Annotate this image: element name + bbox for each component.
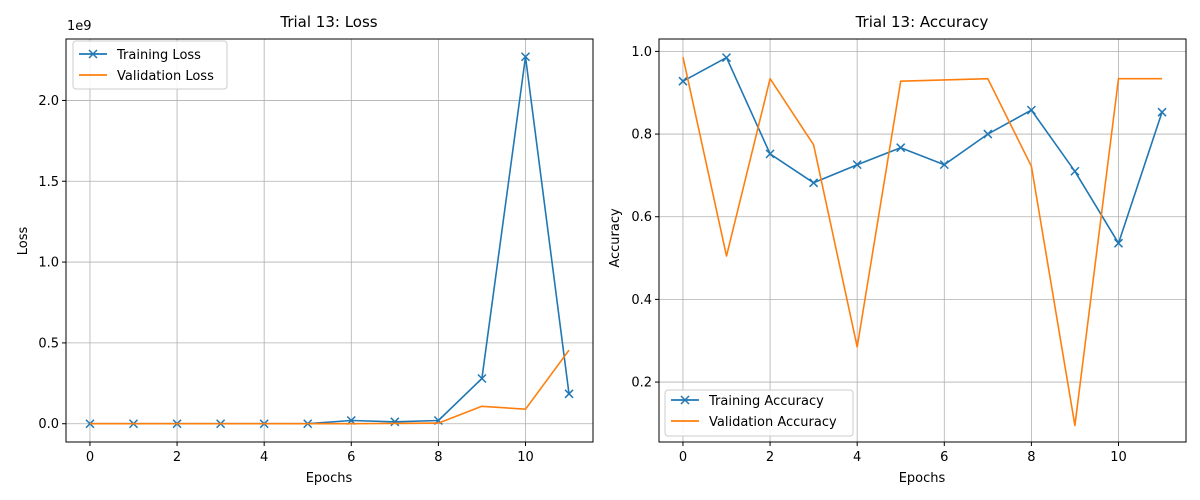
accuracy-x-tick-label: 2: [766, 450, 774, 465]
loss-data-point-training-loss: [520, 52, 531, 62]
loss-x-tick-label: 0: [86, 450, 94, 465]
accuracy-y-tick-label: 0.2: [631, 376, 652, 391]
loss-data-point-training-loss: [390, 417, 400, 427]
loss-axes-frame: [65, 38, 594, 443]
accuracy-data-point-training-accuracy: [1070, 166, 1080, 176]
accuracy-x-tick-label: 8: [1027, 450, 1035, 465]
loss-x-tick-label: 6: [347, 450, 355, 465]
loss-chart-title: Trial 13: Loss: [279, 13, 377, 31]
accuracy-x-tick-label: 0: [679, 450, 687, 465]
accuracy-axes-frame: [658, 38, 1187, 443]
loss-data-point-training-loss: [564, 389, 574, 399]
loss-y-tick-label: 2.0: [38, 94, 59, 109]
accuracy-data-point-training-accuracy: [809, 178, 819, 188]
loss-x-axis-label: Epochs: [306, 471, 353, 486]
loss-x-tick-label: 8: [434, 450, 442, 465]
accuracy-x-tick-label: 10: [1110, 450, 1127, 465]
accuracy-legend: Training Accuracy Validation Accuracy: [664, 389, 854, 437]
loss-x-tick-label: 10: [517, 450, 534, 465]
loss-x-tick-label: 2: [173, 450, 181, 465]
loss-y-tick-label: 1.5: [38, 175, 59, 190]
loss-legend: Training Loss Validation Loss: [72, 40, 228, 90]
accuracy-data-point-training-accuracy: [1026, 105, 1036, 115]
loss-x-tick-label: 4: [260, 450, 268, 465]
accuracy-grid: [659, 39, 1186, 442]
accuracy-data-point-training-accuracy: [1157, 107, 1167, 117]
accuracy-legend-marker-training: [680, 395, 690, 405]
accuracy-data-point-training-accuracy: [721, 53, 732, 63]
accuracy-chart-title: Trial 13: Accuracy: [855, 13, 989, 31]
accuracy-data-point-training-accuracy: [765, 149, 775, 159]
loss-y-tick-label: 0.5: [38, 336, 59, 351]
accuracy-data-point-training-accuracy: [852, 160, 862, 170]
loss-plot-area: [85, 52, 574, 429]
loss-series-line-validation-loss: [90, 349, 570, 425]
accuracy-data-point-training-accuracy: [939, 160, 949, 170]
accuracy-series-line-training-accuracy: [682, 56, 1163, 244]
loss-legend-box: [72, 40, 228, 90]
accuracy-data-point-training-accuracy: [678, 76, 688, 86]
loss-y-offset-label: 1e9: [67, 19, 92, 34]
accuracy-data-point-training-accuracy: [896, 143, 906, 153]
accuracy-legend-label-training: Training Accuracy: [708, 394, 824, 409]
accuracy-data-point-training-accuracy: [983, 129, 993, 139]
loss-legend-label-training: Training Loss: [116, 48, 201, 63]
loss-legend-label-validation: Validation Loss: [117, 69, 214, 84]
loss-data-point-training-loss: [477, 373, 487, 384]
loss-y-tick-label: 0.0: [38, 417, 59, 432]
accuracy-legend-box: [664, 389, 854, 437]
accuracy-y-tick-label: 1.0: [631, 45, 652, 60]
loss-grid: [66, 39, 593, 442]
accuracy-chart: Trial 13: Accuracy Epochs Accuracy 0 2 4 6 8…: [608, 13, 1187, 486]
accuracy-data-point-training-accuracy: [1113, 238, 1124, 248]
loss-chart: Trial 13: Loss 1e9 Epochs Loss 0 2 4 6 8 10 0.…: [16, 13, 594, 486]
accuracy-y-axis-label: Accuracy: [608, 208, 623, 268]
loss-legend-marker-training: [88, 49, 98, 59]
accuracy-legend-label-validation: Validation Accuracy: [709, 415, 837, 430]
loss-y-axis-label: Loss: [16, 227, 31, 256]
accuracy-ticks: 0 2 4 6 8 10 0.2 0.4 0.6 0.8 1.0: [631, 45, 1126, 465]
accuracy-x-axis-label: Epochs: [899, 471, 946, 486]
accuracy-plot-area: [678, 53, 1167, 427]
loss-y-tick-label: 1.0: [38, 256, 59, 271]
accuracy-series-line-validation-accuracy: [682, 57, 1162, 427]
accuracy-y-tick-label: 0.8: [631, 128, 652, 143]
accuracy-x-tick-label: 4: [853, 450, 861, 465]
accuracy-y-tick-label: 0.6: [631, 210, 652, 225]
loss-ticks: 0 2 4 6 8 10 0.0 0.5 1.0 1.5 2.0: [38, 94, 533, 465]
accuracy-x-tick-label: 6: [940, 450, 948, 465]
loss-data-point-training-loss: [85, 419, 95, 429]
accuracy-y-tick-label: 0.4: [631, 293, 652, 308]
